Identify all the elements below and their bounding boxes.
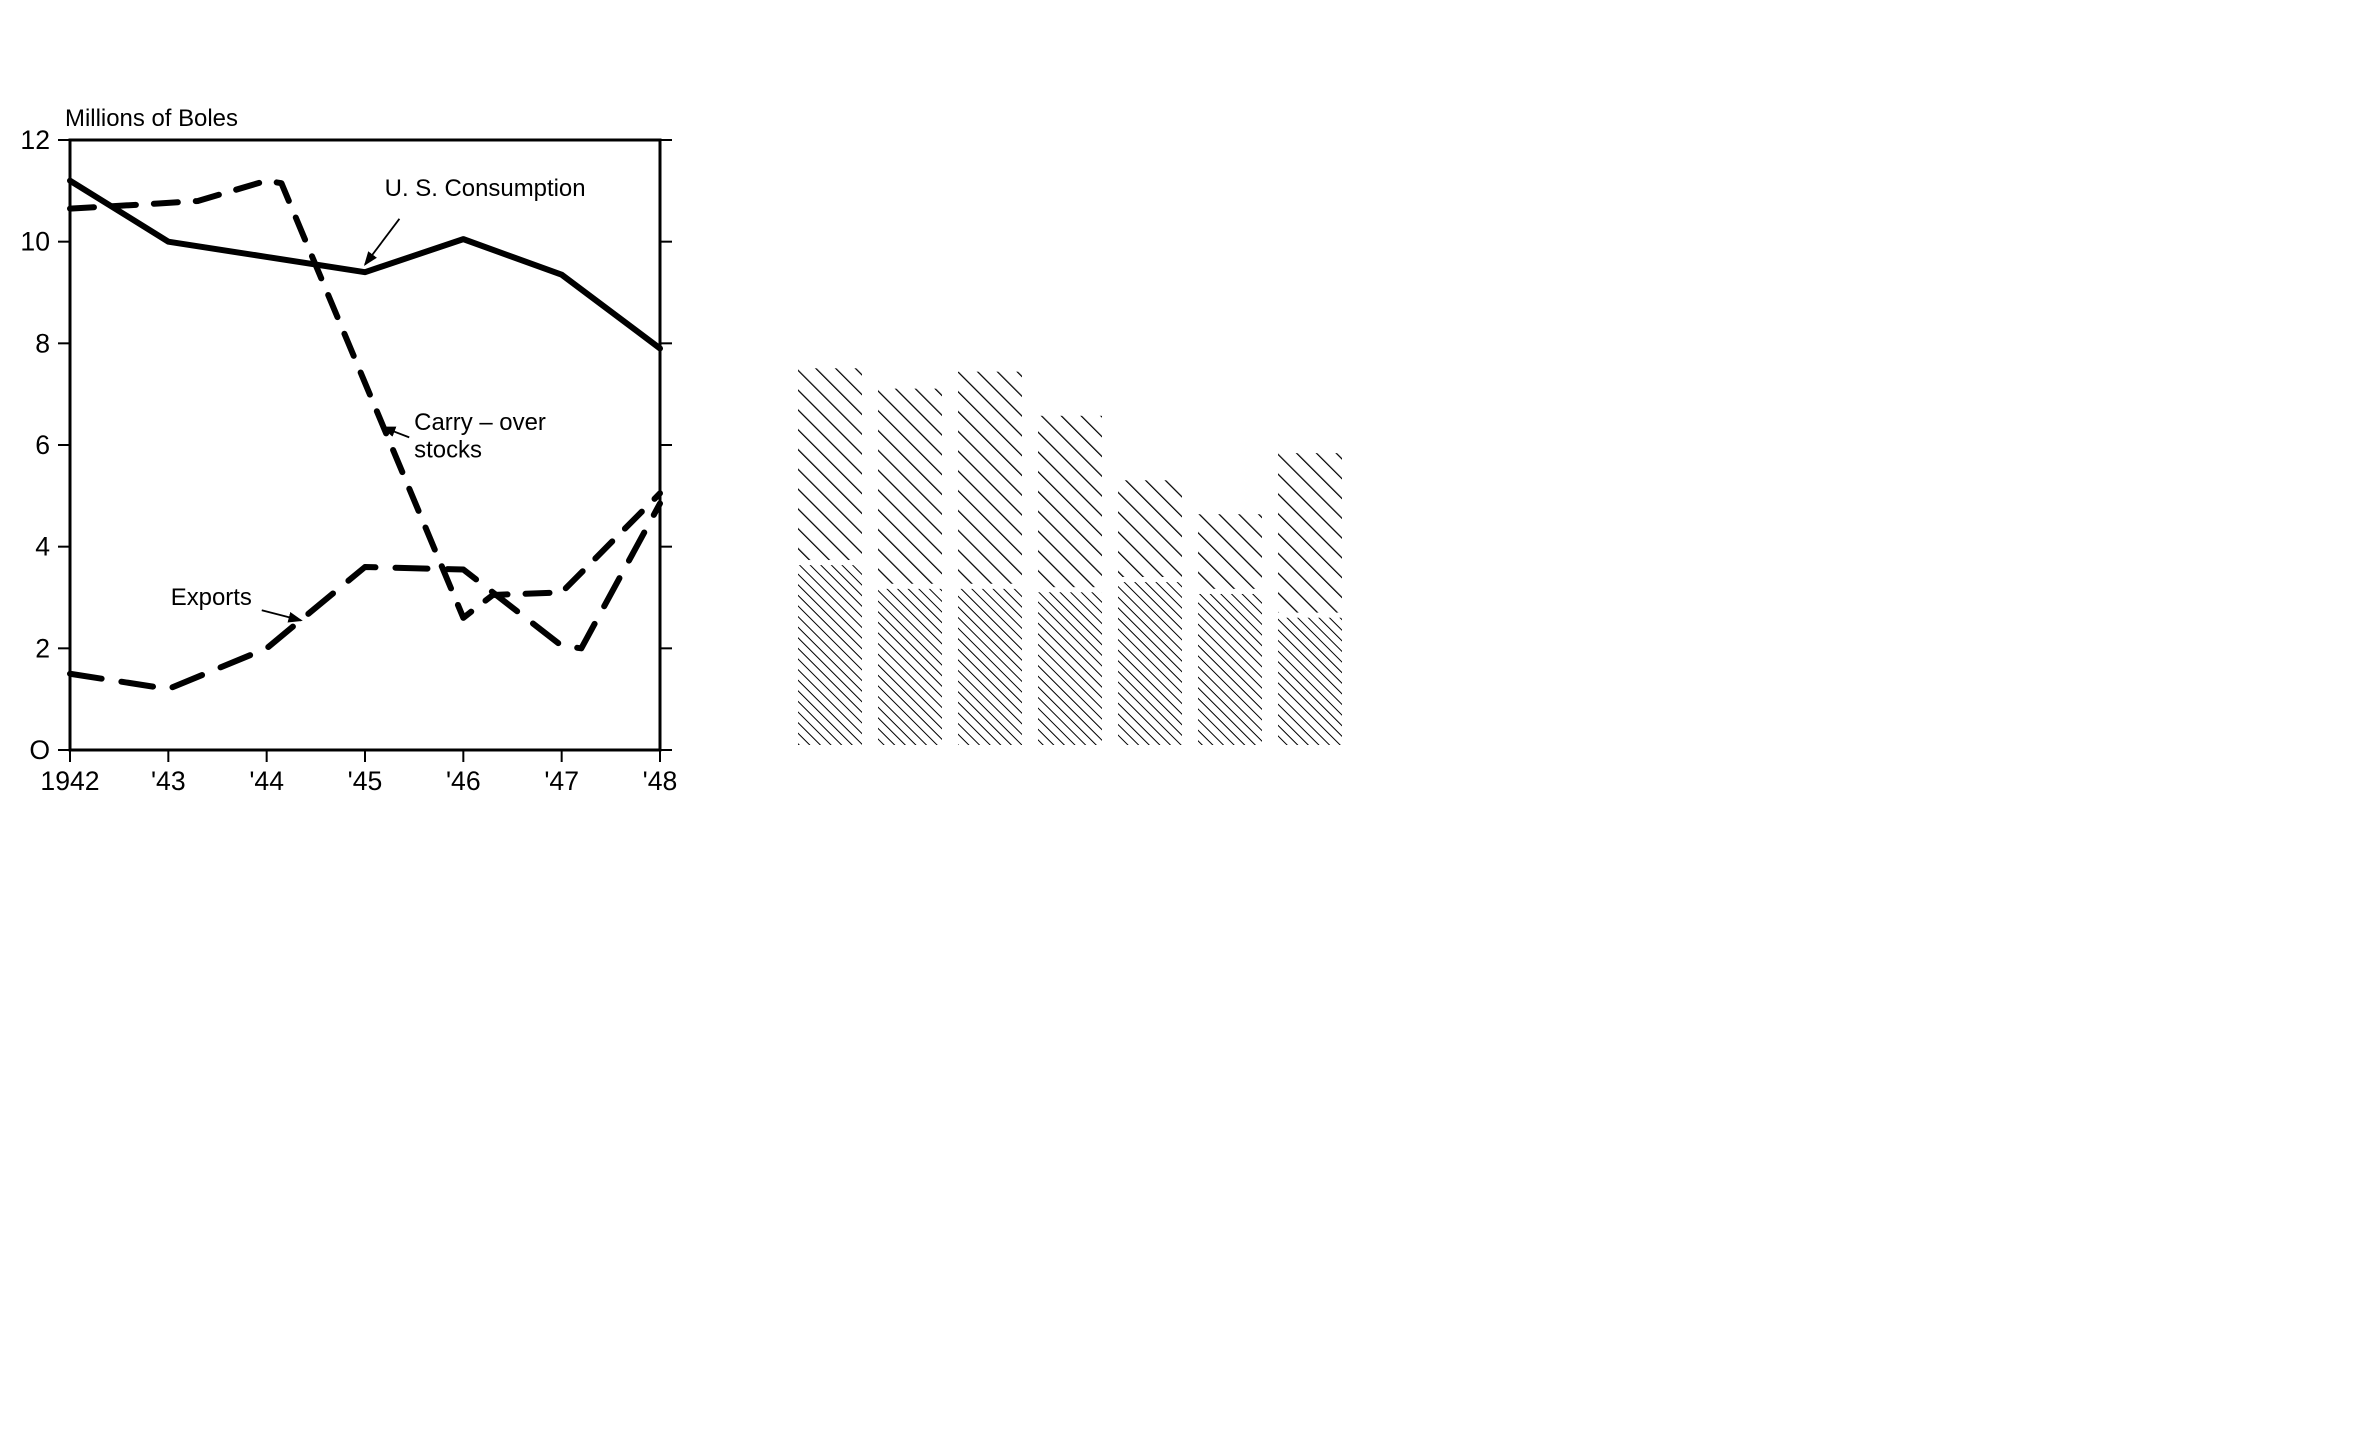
y-tick-label: 12 [20, 125, 50, 155]
series-label: Exports [171, 584, 252, 611]
line-chart: Millions of Boles O 2 4 6 8 10 12 1942 '43 '44 '45 '… [20, 105, 677, 796]
x-tick-label: '44 [249, 766, 284, 796]
bar-lower [1278, 618, 1342, 745]
bar-upper [958, 372, 1022, 584]
bar-lower [1118, 582, 1182, 745]
y-tick-label: 8 [35, 328, 50, 358]
bar-upper [1278, 453, 1342, 613]
y-tick-label: 10 [20, 227, 50, 257]
bar-upper [798, 368, 862, 560]
series-label: U. S. Consumption [385, 175, 586, 202]
x-tick-label: '48 [643, 766, 678, 796]
y-tick-label: 2 [35, 633, 50, 663]
figure-stage: Millions of Boles O 2 4 6 8 10 12 1942 '43 '44 '45 '… [0, 0, 2362, 1441]
x-tick-label: '45 [348, 766, 383, 796]
y-tick-label: 4 [35, 532, 50, 562]
bar-lower [958, 589, 1022, 745]
x-tick-label: 1942 [40, 766, 99, 796]
bar-lower [798, 565, 862, 745]
bar-lower [1038, 592, 1102, 745]
x-tick-label: '43 [151, 766, 186, 796]
bar-upper [1118, 480, 1182, 577]
x-tick-label: '47 [544, 766, 579, 796]
bar-lower [1198, 594, 1262, 745]
bar-upper [1198, 514, 1262, 589]
y-tick-label: 6 [35, 430, 50, 460]
bar-upper [1038, 416, 1102, 587]
page: Millions of Boles O 2 4 6 8 10 12 1942 '43 '44 '45 '… [0, 0, 2362, 1441]
y-tick-label: O [29, 735, 50, 765]
bar-upper [878, 389, 942, 584]
bar-lower [878, 589, 942, 745]
y-axis-title: Millions of Boles [65, 105, 238, 132]
x-tick-label: '46 [446, 766, 481, 796]
